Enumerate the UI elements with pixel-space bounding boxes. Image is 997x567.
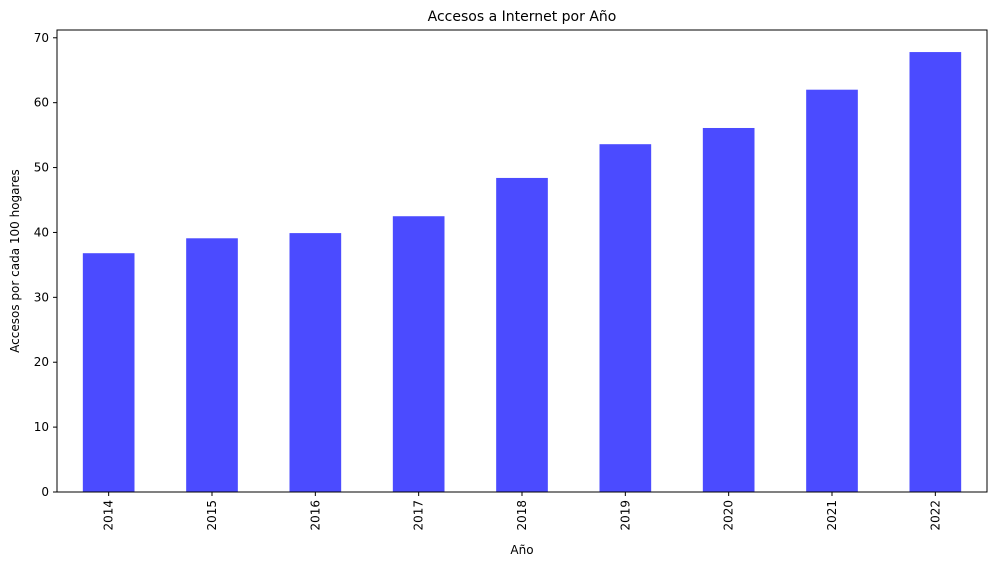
x-tick-label: 2017 [412,500,426,531]
bar-2020 [702,127,755,492]
y-tick-label: 30 [34,290,49,304]
x-tick-label: 2014 [102,500,116,531]
x-tick-label: 2016 [308,500,322,531]
y-tick-label: 70 [34,31,49,45]
x-axis-ticks: 2014 2015 2016 2017 2018 2019 2020 2021 2022 [102,492,942,531]
bars-group [82,52,962,493]
bar-2018 [496,177,548,492]
y-tick-label: 40 [34,225,49,239]
bar-2021 [806,89,858,492]
bar-2014 [82,253,135,492]
bar-2016 [289,233,342,492]
x-tick-label: 2021 [825,500,839,531]
x-tick-label: 2020 [722,500,736,531]
y-tick-label: 10 [34,420,49,434]
bar-2017 [392,216,445,493]
x-tick-label: 2022 [928,500,942,531]
bar-2019 [599,144,652,492]
y-axis-ticks: 0 10 20 30 40 50 60 70 [34,31,57,499]
y-tick-label: 50 [34,161,49,175]
y-tick-label: 60 [34,96,49,110]
x-axis-label: Año [510,543,533,557]
plot-frame [56,29,988,493]
y-axis-label: Accesos por cada 100 hogares [8,169,22,353]
chart-title: Accesos a Internet por Año [428,9,617,25]
y-tick-label: 0 [41,485,49,499]
x-tick-label: 2015 [205,500,219,531]
x-tick-label: 2019 [618,500,632,531]
bar-2022 [909,52,962,493]
bar-2015 [186,238,238,492]
x-tick-label: 2018 [515,500,529,531]
y-tick-label: 20 [34,355,49,369]
